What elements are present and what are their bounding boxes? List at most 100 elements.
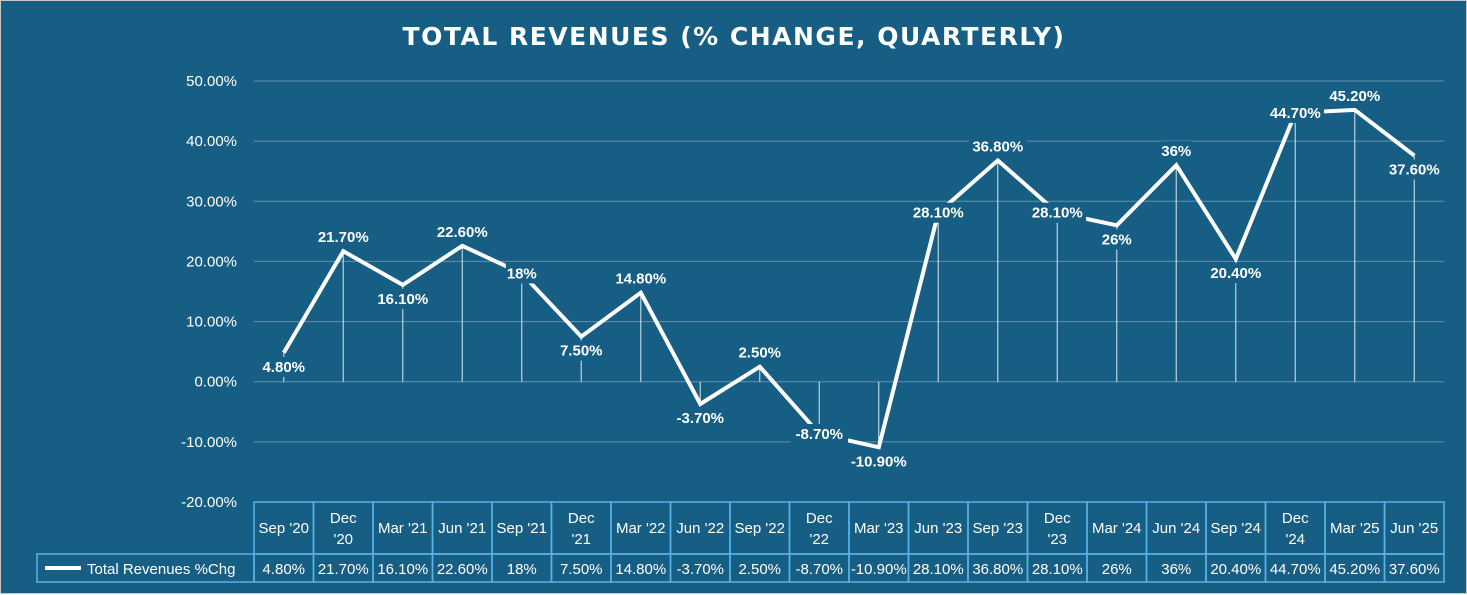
y-tick-label: 0.00% [194, 374, 237, 391]
category-label: Dec [1044, 510, 1071, 527]
category-label: Jun '22 [676, 520, 724, 537]
y-tick-label: 30.00% [186, 193, 237, 210]
category-label: Sep '23 [973, 520, 1023, 537]
table-value: -3.70% [676, 561, 724, 578]
y-tick-label: 50.00% [186, 73, 237, 90]
category-label: Dec [330, 510, 357, 527]
table-value: 36% [1161, 561, 1191, 578]
category-label: Sep '22 [735, 520, 785, 537]
category-label: '20 [333, 531, 353, 548]
category-label: Mar '24 [1092, 520, 1142, 537]
data-label: 7.50% [556, 340, 606, 361]
data-label-text: 28.10% [913, 205, 964, 222]
y-tick-label: -10.00% [181, 434, 237, 451]
category-label: Jun '24 [1152, 520, 1200, 537]
y-tick-label: 40.00% [186, 133, 237, 150]
data-label-text: 16.10% [377, 291, 428, 308]
table-value: 36.80% [972, 561, 1023, 578]
category-label: '21 [571, 531, 591, 548]
data-label-text: 36.80% [972, 138, 1023, 155]
data-label: -10.90% [845, 451, 912, 472]
data-label-background [314, 227, 373, 248]
data-label-background [735, 342, 785, 363]
data-label: 28.10% [909, 202, 968, 223]
data-label-text: 2.50% [738, 345, 781, 362]
data-label: 36.80% [968, 136, 1027, 157]
data-label: 36% [1160, 141, 1193, 162]
data-labels: 4.80% 21.70% 16.10% 22.60% 18% 7.50% 14.80% -3.… [259, 85, 1444, 472]
data-label-text: 21.70% [318, 229, 369, 246]
data-label-text: -8.70% [795, 426, 843, 443]
table-value: 45.20% [1329, 561, 1380, 578]
data-label-background [373, 288, 432, 309]
data-label: 28.10% [1028, 202, 1087, 223]
data-label-background [845, 451, 912, 472]
table-value: 18% [507, 561, 537, 578]
table-value-cell [1383, 553, 1445, 583]
table-value: 26% [1102, 561, 1132, 578]
data-label-background [909, 202, 968, 223]
data-label: 18% [505, 263, 538, 284]
data-label-text: 45.20% [1329, 88, 1380, 105]
category-label: Jun '23 [914, 520, 962, 537]
y-tick-label: -20.00% [181, 494, 237, 511]
category-label: Sep '24 [1211, 520, 1261, 537]
data-label-background [1028, 202, 1087, 223]
gridlines [254, 80, 1444, 443]
data-label-background [505, 263, 538, 284]
data-label-text: 36% [1161, 143, 1191, 160]
data-label-text: 22.60% [437, 224, 488, 241]
category-label: Mar '23 [854, 520, 904, 537]
data-label: -3.70% [671, 407, 730, 428]
data-label-background [968, 136, 1027, 157]
y-axis-ticks: 50.00% 40.00% 30.00% 20.00% 10.00% 0.00% -10.0… [181, 73, 237, 511]
table-value: -10.90% [851, 561, 907, 578]
data-label: 20.40% [1206, 263, 1265, 284]
category-label: Dec [568, 510, 595, 527]
category-label: Mar '25 [1330, 520, 1380, 537]
data-label: 16.10% [373, 288, 432, 309]
data-label-text: 14.80% [615, 271, 666, 288]
table-value: 20.40% [1210, 561, 1261, 578]
data-label: 26% [1100, 229, 1133, 250]
category-label: Sep '21 [497, 520, 547, 537]
data-label: 4.80% [259, 356, 309, 377]
data-table: Sep '20 4.80% Dec '20 21.70% Mar '21 16.10% Jun… [36, 501, 1445, 583]
data-label-background [611, 268, 670, 289]
data-label-text: 28.10% [1032, 205, 1083, 222]
data-label-background [1100, 229, 1133, 250]
table-value: 21.70% [318, 561, 369, 578]
category-label: Dec [1282, 510, 1309, 527]
data-label-text: -10.90% [851, 453, 907, 470]
table-value: 28.10% [1032, 561, 1083, 578]
data-label-background [259, 356, 309, 377]
y-tick-label: 20.00% [186, 253, 237, 270]
table-value: 28.10% [913, 561, 964, 578]
data-label-background [1325, 85, 1384, 106]
data-label-background [1160, 141, 1193, 162]
table-value: 22.60% [437, 561, 488, 578]
table-value: -8.70% [795, 561, 843, 578]
table-value: 16.10% [377, 561, 428, 578]
data-label: 21.70% [314, 227, 373, 248]
series-line [282, 107, 1416, 450]
data-label-background [1385, 159, 1444, 180]
data-label-text: 18% [507, 265, 537, 282]
category-label: Jun '21 [438, 520, 486, 537]
data-label-text: -3.70% [676, 410, 724, 427]
table-value: 7.50% [560, 561, 603, 578]
data-label: 2.50% [735, 342, 785, 363]
data-label: 22.60% [433, 221, 492, 242]
data-label-background [556, 340, 606, 361]
category-label: Sep '20 [259, 520, 309, 537]
data-label: -8.70% [790, 424, 849, 445]
data-label-text: 20.40% [1210, 265, 1261, 282]
category-label: Mar '22 [616, 520, 666, 537]
category-label: '22 [809, 531, 829, 548]
data-label-text: 37.60% [1389, 162, 1440, 179]
table-value: 14.80% [615, 561, 666, 578]
category-label: '24 [1285, 531, 1305, 548]
data-label: 37.60% [1385, 159, 1444, 180]
